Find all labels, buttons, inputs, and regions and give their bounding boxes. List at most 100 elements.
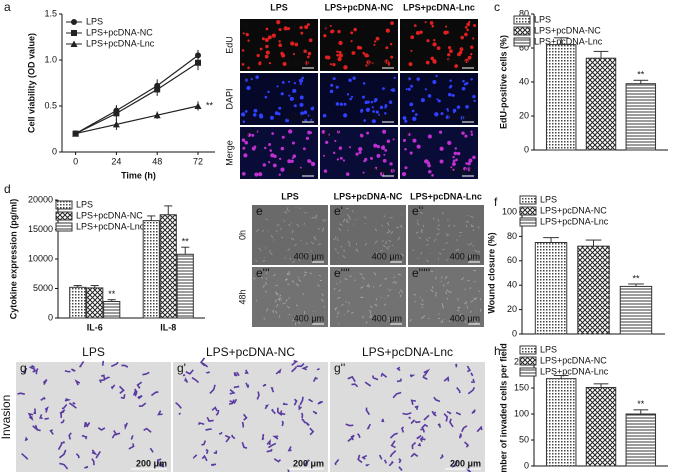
cell — [407, 132, 411, 136]
cell — [350, 40, 353, 43]
cell — [459, 47, 464, 52]
cell — [448, 418, 454, 428]
cell — [276, 85, 279, 88]
image-bg — [252, 267, 328, 327]
cell — [444, 25, 448, 28]
tile-label: b''' — [244, 74, 254, 84]
cell — [447, 140, 452, 146]
legend-label: LPS+pcDNA-Lnc — [534, 36, 603, 46]
cell — [358, 151, 362, 155]
cell — [343, 113, 348, 118]
cell — [383, 303, 387, 306]
cell — [247, 133, 252, 137]
cell — [358, 147, 363, 152]
cell — [463, 167, 467, 171]
cell — [68, 402, 77, 409]
cell — [264, 54, 269, 59]
cell — [288, 224, 291, 226]
cell — [28, 416, 34, 421]
cell — [470, 130, 473, 133]
cell — [256, 391, 260, 400]
cell — [310, 118, 313, 121]
cell — [418, 236, 422, 240]
cell — [265, 27, 269, 31]
cell — [182, 374, 186, 377]
cell — [416, 77, 420, 81]
cell — [416, 144, 421, 149]
cell — [435, 276, 437, 280]
cell — [268, 161, 271, 164]
cell — [429, 21, 434, 25]
cell — [402, 116, 407, 120]
cell — [416, 222, 419, 226]
cell — [455, 411, 462, 416]
cell — [333, 238, 336, 241]
cell — [447, 224, 451, 228]
cell — [402, 138, 407, 142]
cell — [323, 169, 328, 173]
cell — [470, 133, 474, 136]
cell — [427, 317, 430, 320]
cell — [267, 90, 270, 94]
cell — [469, 310, 472, 313]
cell — [470, 215, 474, 218]
cell — [464, 288, 466, 291]
cell — [32, 369, 37, 373]
cell — [431, 286, 434, 289]
cell — [360, 110, 363, 113]
image-bg — [330, 205, 406, 265]
cell — [262, 259, 266, 263]
cell — [266, 448, 273, 453]
cell — [334, 139, 337, 143]
cell — [299, 95, 304, 100]
y-tick-label: 100 — [514, 408, 529, 418]
micrograph — [400, 73, 478, 125]
cell — [431, 24, 435, 28]
cell — [317, 400, 324, 405]
cell — [282, 61, 287, 67]
legend-label: LPS+pcDNA-NC — [540, 355, 607, 365]
cell — [337, 296, 341, 300]
cell — [421, 438, 426, 441]
cell — [305, 136, 309, 140]
cell — [400, 225, 403, 229]
y-tick-label: 1.5 — [44, 8, 57, 18]
cell — [370, 314, 373, 317]
cell — [268, 61, 272, 65]
cell — [461, 86, 466, 91]
cell — [411, 109, 415, 113]
cell — [342, 159, 346, 162]
cell — [81, 434, 88, 440]
scale-label: 400 μm — [294, 251, 324, 261]
cell — [292, 88, 297, 93]
scale-label: 100μm — [366, 111, 394, 121]
cell — [472, 94, 476, 99]
cell — [345, 172, 350, 176]
cell — [289, 96, 294, 101]
cell — [299, 166, 302, 169]
cell — [134, 388, 138, 397]
cell — [462, 79, 465, 83]
cell — [336, 53, 339, 57]
cell — [281, 135, 285, 139]
cell — [192, 454, 198, 459]
cell — [473, 23, 477, 27]
cell — [304, 459, 310, 466]
cell — [452, 159, 456, 163]
tile-label: e — [256, 204, 263, 218]
cell — [425, 60, 430, 65]
cell — [241, 63, 245, 66]
cell — [293, 104, 297, 108]
cell — [439, 159, 444, 164]
cell — [464, 32, 468, 37]
cell — [383, 153, 386, 156]
legend-label: LPS+pcDNA-Lnc — [76, 221, 145, 231]
cell — [266, 271, 268, 275]
cell — [256, 130, 259, 133]
cell — [338, 50, 342, 54]
cell — [364, 53, 369, 58]
cell — [400, 426, 405, 433]
cell — [422, 374, 428, 381]
y-tick-label: 20000 — [28, 194, 53, 204]
cell — [385, 246, 390, 250]
